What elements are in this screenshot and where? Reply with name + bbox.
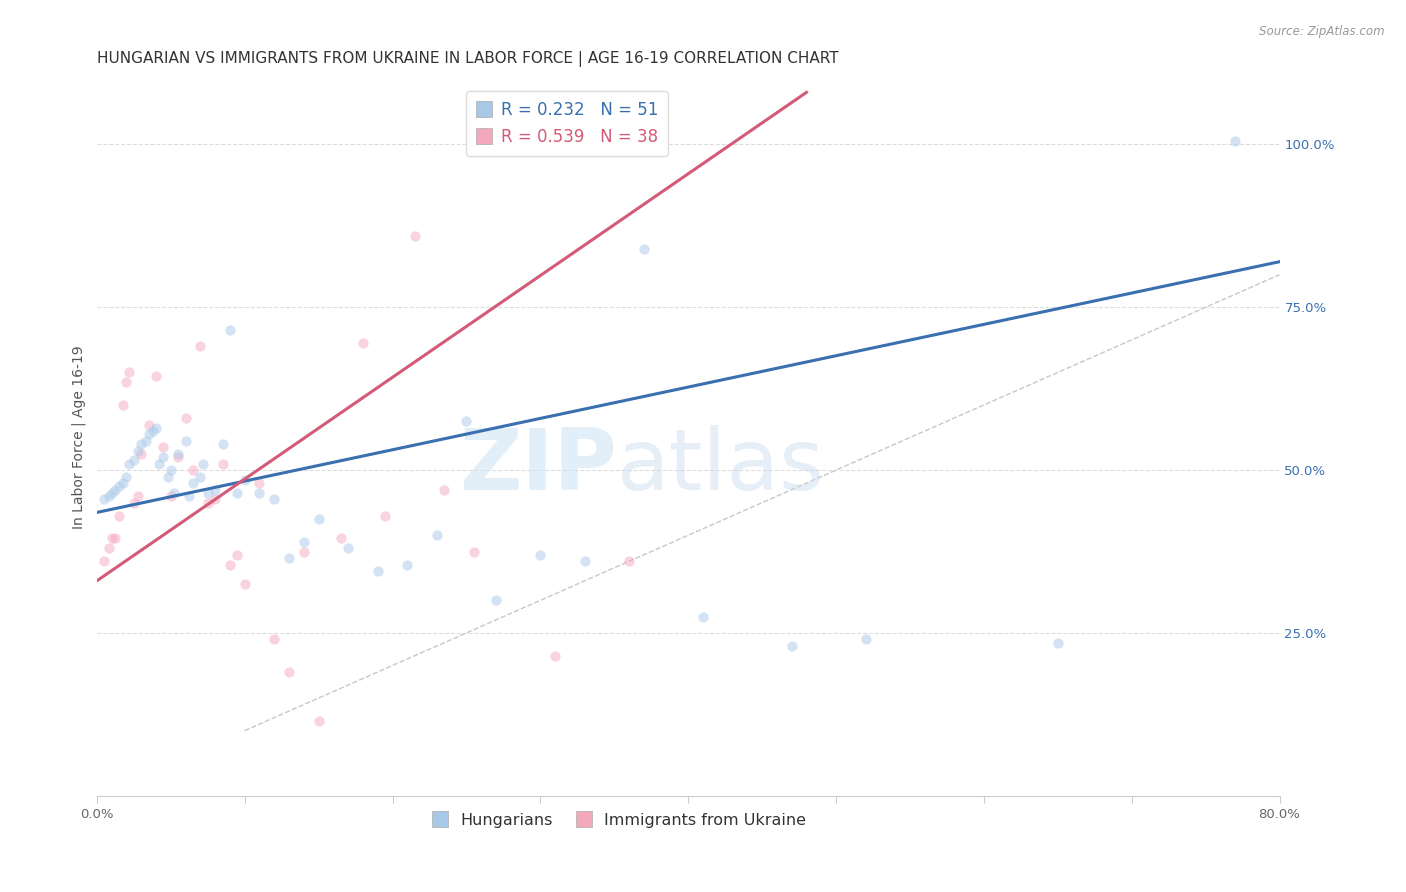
Point [456,414,478,428]
Point [337,541,360,556]
Point [145,421,167,435]
Point [188,339,211,353]
Point [692,609,714,624]
Point [249,476,271,491]
Text: Source: ZipAtlas.com: Source: ZipAtlas.com [1260,25,1385,38]
Point [156,469,179,483]
Point [145,368,167,383]
Point [396,558,419,572]
Point [163,486,186,500]
Point [211,437,233,451]
Point [233,473,256,487]
Y-axis label: In Labor Force | Age 16-19: In Labor Force | Age 16-19 [72,346,86,529]
Point [138,417,160,432]
Point [404,228,426,243]
Point [112,398,135,412]
Point [433,483,456,497]
Point [855,632,877,647]
Point [1225,134,1247,148]
Point [97,541,120,556]
Point [188,469,211,483]
Point [463,544,485,558]
Text: ZIP: ZIP [460,425,617,508]
Point [292,534,315,549]
Point [226,548,249,562]
Point [633,242,655,256]
Point [211,457,233,471]
Point [529,548,551,562]
Point [197,496,219,510]
Point [152,450,174,464]
Point [193,457,215,471]
Point [108,479,131,493]
Point [108,508,131,523]
Point [118,457,141,471]
Point [127,443,149,458]
Point [122,453,145,467]
Point [159,463,181,477]
Point [118,366,141,380]
Point [544,648,567,663]
Point [352,336,374,351]
Text: atlas: atlas [617,425,825,508]
Point [197,486,219,500]
Point [138,427,160,442]
Point [127,489,149,503]
Point [104,532,127,546]
Point [135,434,157,448]
Point [115,375,138,389]
Point [1046,636,1069,650]
Point [181,476,204,491]
Point [204,483,226,497]
Point [159,489,181,503]
Point [278,665,301,679]
Point [780,639,803,653]
Point [177,489,200,503]
Point [167,450,190,464]
Point [219,558,242,572]
Point [115,469,138,483]
Point [219,323,242,337]
Text: HUNGARIAN VS IMMIGRANTS FROM UKRAINE IN LABOR FORCE | AGE 16-19 CORRELATION CHAR: HUNGARIAN VS IMMIGRANTS FROM UKRAINE IN … [97,51,838,67]
Point [112,476,135,491]
Point [374,508,396,523]
Point [308,512,330,526]
Point [129,447,152,461]
Point [167,447,190,461]
Point [100,486,122,500]
Point [426,528,449,542]
Point [93,554,115,568]
Point [249,486,271,500]
Point [233,577,256,591]
Point [129,437,152,451]
Point [263,632,285,647]
Point [292,544,315,558]
Point [574,554,596,568]
Point [329,532,352,546]
Point [122,496,145,510]
Point [148,457,170,471]
Point [174,411,197,425]
Point [278,551,301,566]
Point [308,714,330,728]
Point [485,593,508,607]
Point [174,434,197,448]
Point [142,424,165,438]
Point [100,532,122,546]
Point [152,440,174,454]
Point [617,554,640,568]
Point [181,463,204,477]
Point [204,492,226,507]
Point [226,486,249,500]
Point [93,492,115,507]
Legend: Hungarians, Immigrants from Ukraine: Hungarians, Immigrants from Ukraine [422,806,813,834]
Point [367,564,389,578]
Point [97,489,120,503]
Point [104,483,127,497]
Point [263,492,285,507]
